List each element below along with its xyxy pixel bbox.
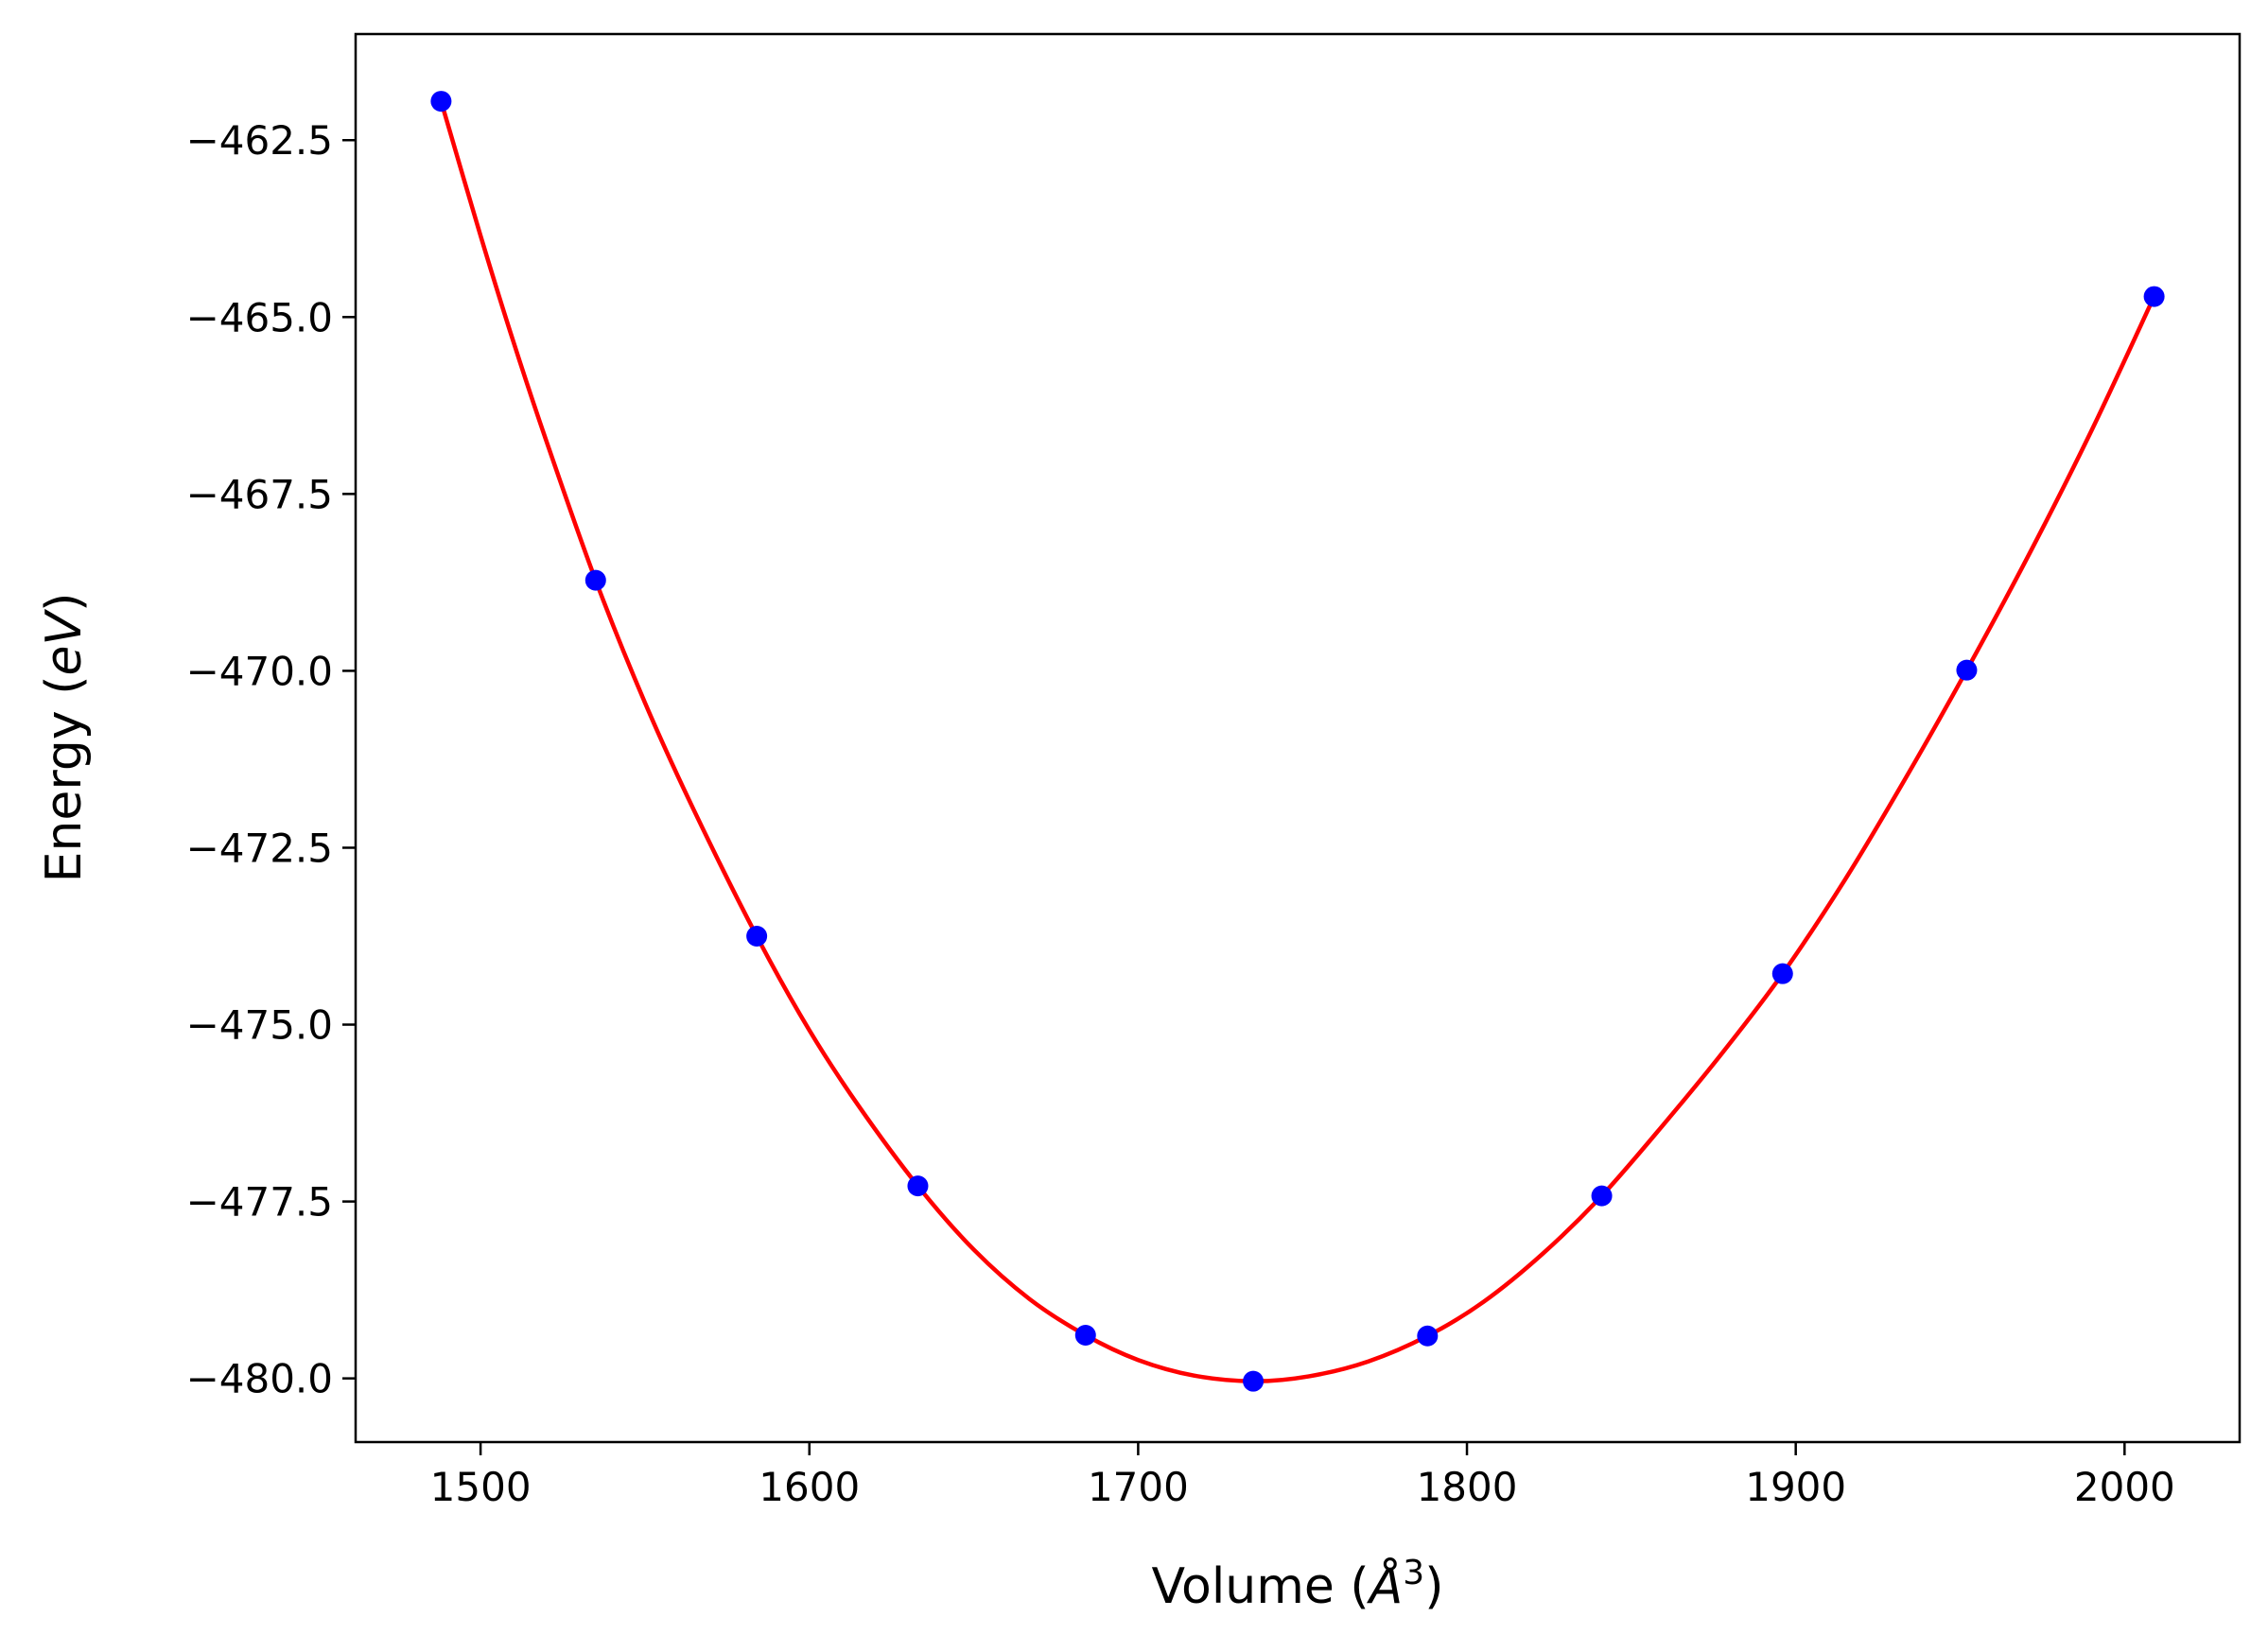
data-point — [1243, 1370, 1265, 1392]
data-points — [430, 91, 2165, 1392]
data-point — [1771, 963, 1793, 984]
data-point — [584, 569, 606, 591]
plot-frame — [354, 32, 2242, 1444]
y-tick-label: −477.5 — [186, 1179, 333, 1226]
data-point — [746, 926, 768, 948]
y-tick-label: −470.0 — [186, 648, 333, 694]
data-point — [2143, 286, 2165, 307]
data-point — [907, 1175, 929, 1197]
x-tick-label: 2000 — [2074, 1464, 2175, 1510]
fit-line — [439, 100, 2156, 1383]
data-point — [430, 91, 452, 113]
x-axis-ticks: 1500 1600 1700 1800 1900 2000 — [430, 1442, 2175, 1510]
y-tick-label: −467.5 — [186, 471, 333, 517]
y-tick-label: −480.0 — [186, 1356, 333, 1402]
fit-curves — [439, 100, 2156, 1383]
plot-background — [356, 34, 2240, 1442]
x-tick-label: 1500 — [430, 1464, 532, 1510]
data-point — [1591, 1185, 1613, 1207]
y-axis-label: Energy (eV) — [36, 593, 93, 883]
x-tick-label: 1900 — [1745, 1464, 1846, 1510]
y-tick-label: −475.0 — [186, 1002, 333, 1049]
y-tick-label: −472.5 — [186, 825, 333, 871]
data-point — [1956, 659, 1978, 681]
x-tick-label: 1800 — [1417, 1464, 1518, 1510]
x-axis-label: Volume (Å3) — [1152, 1554, 1444, 1615]
y-tick-label: −465.0 — [186, 294, 333, 340]
y-tick-label: −462.5 — [186, 117, 333, 164]
x-tick-label: 1600 — [759, 1464, 860, 1510]
x-tick-label: 1700 — [1088, 1464, 1189, 1510]
data-point — [1417, 1325, 1439, 1347]
data-point — [1074, 1325, 1096, 1347]
y-axis-ticks: −462.5 −465.0 −467.5 −470.0 −472.5 −475.0 −477… — [186, 117, 356, 1402]
